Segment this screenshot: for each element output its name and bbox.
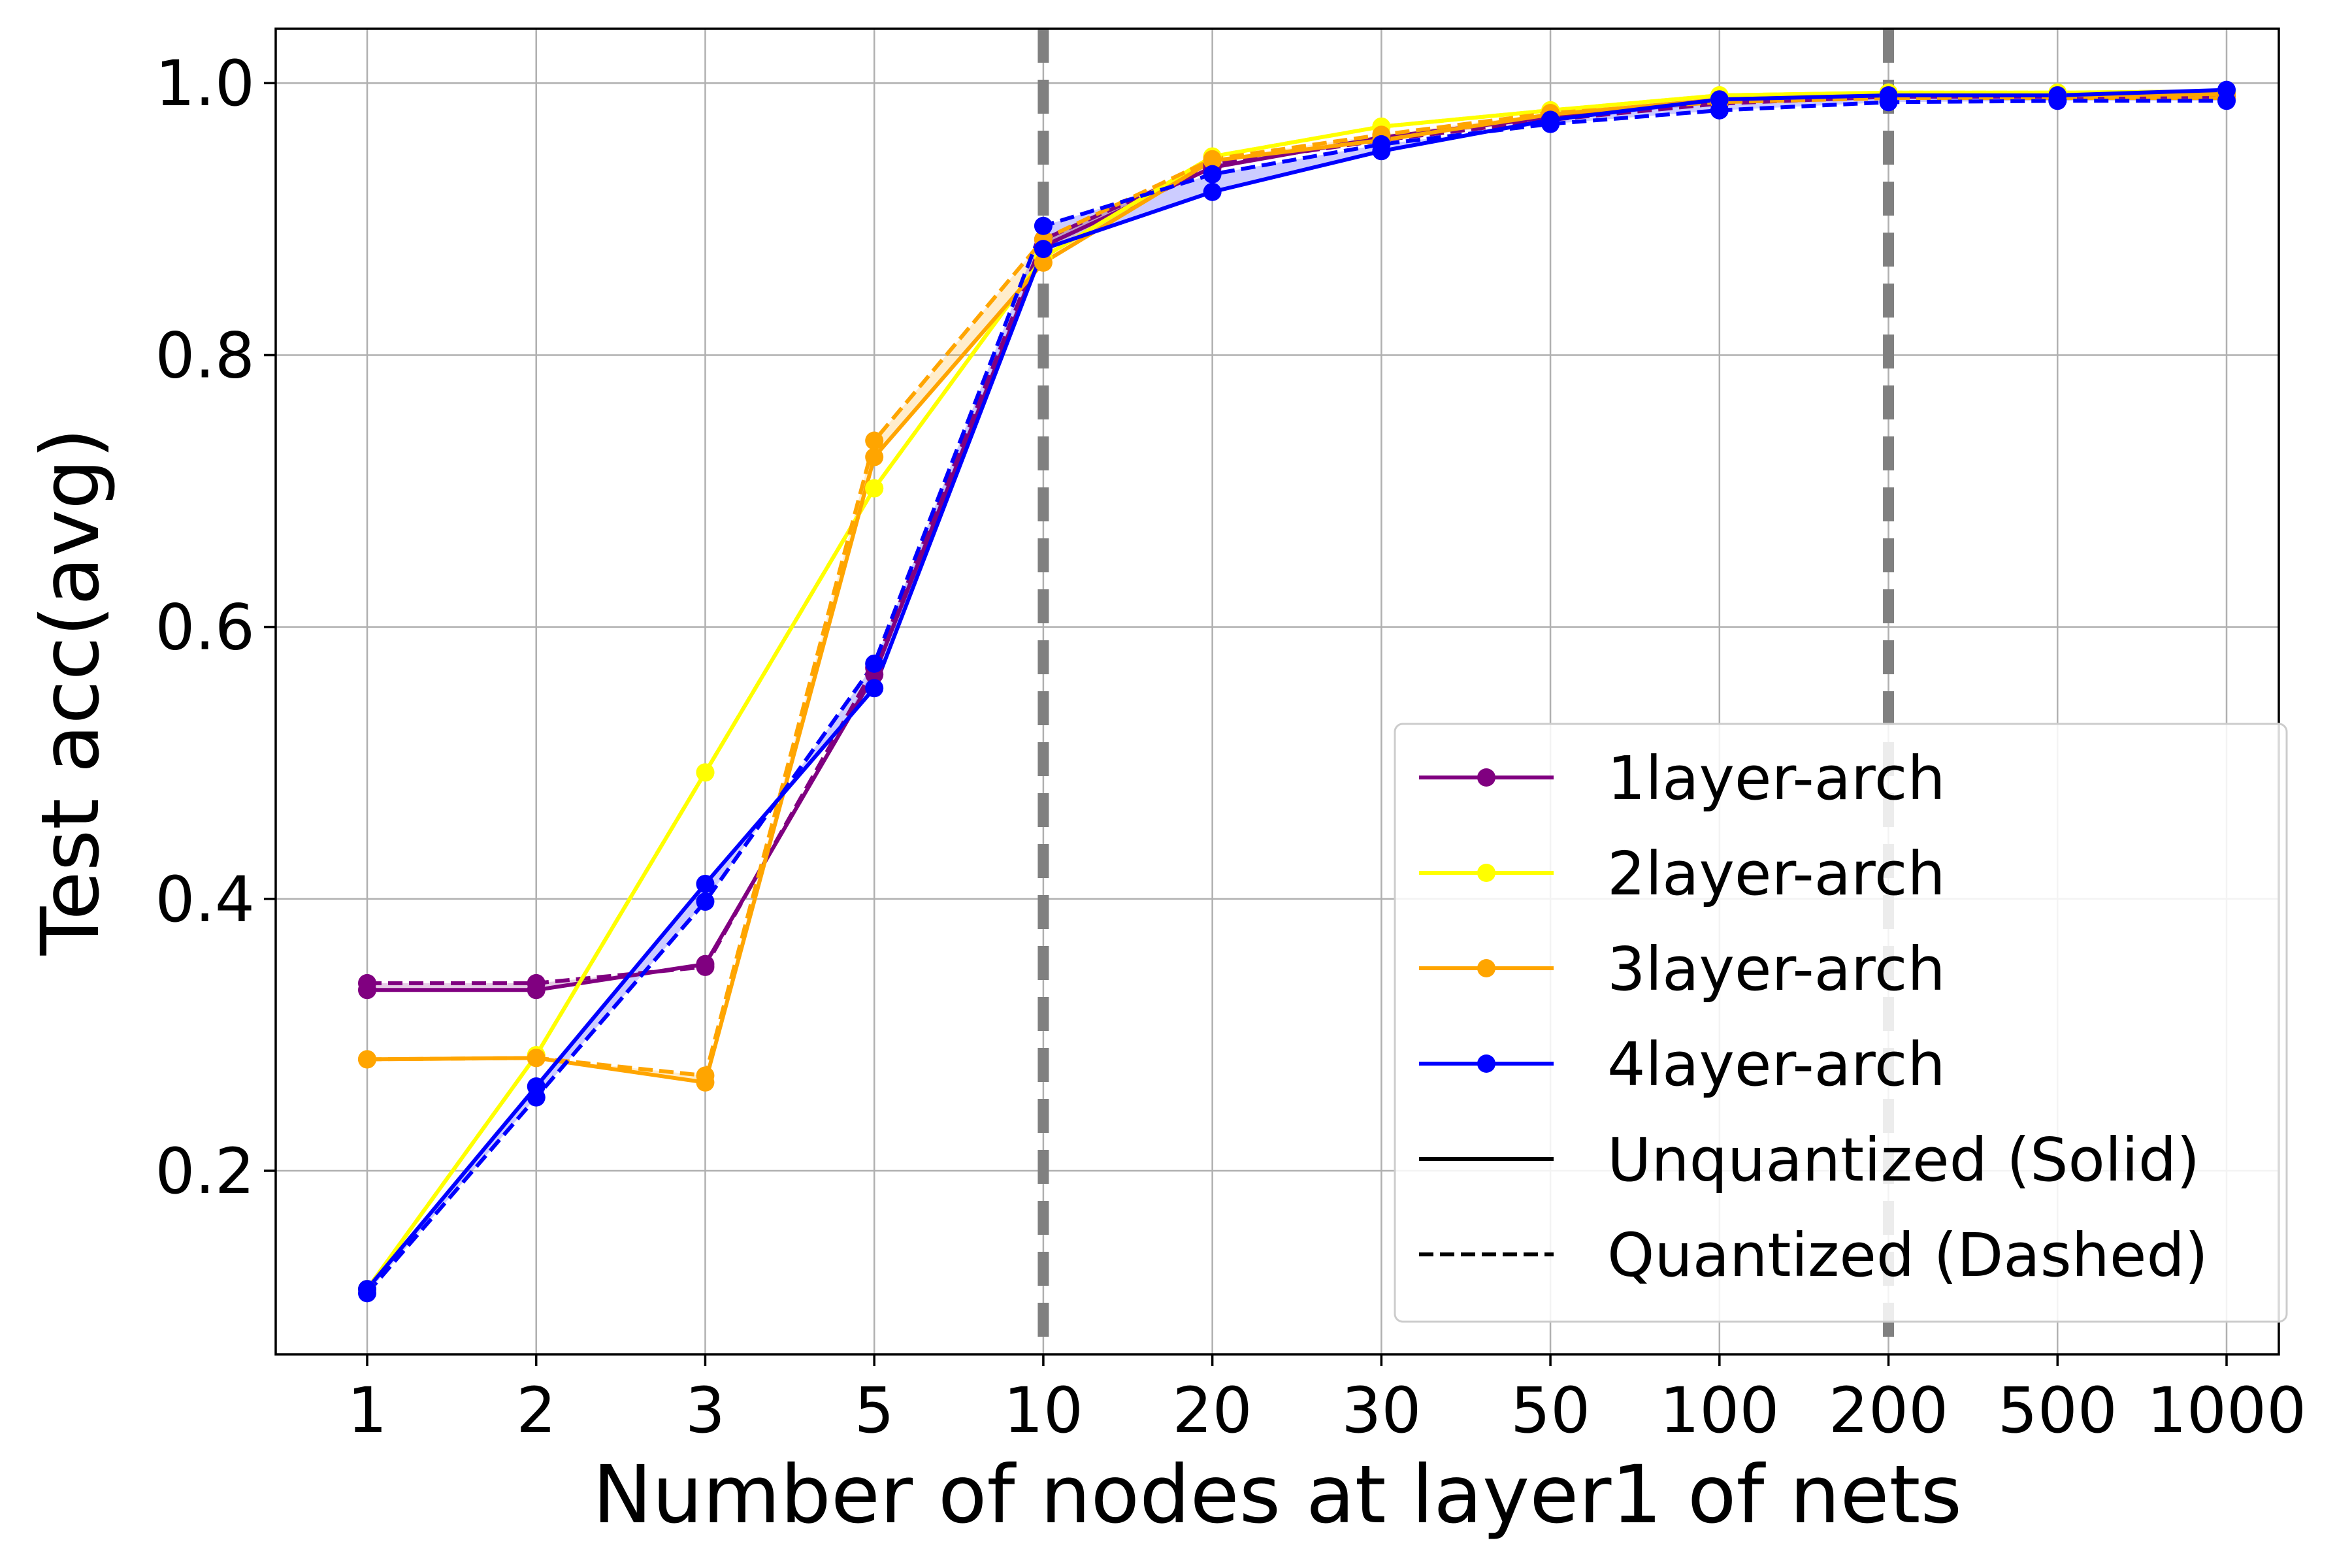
- data-point: [696, 874, 715, 893]
- legend-label: 1layer-arch: [1607, 743, 1946, 813]
- data-point: [696, 763, 715, 782]
- x-tick-label: 200: [1829, 1374, 1948, 1447]
- legend-label: 3layer-arch: [1607, 934, 1946, 1004]
- data-point: [1034, 216, 1053, 235]
- y-tick-label: 0.6: [155, 591, 255, 664]
- legend-label: 4layer-arch: [1607, 1030, 1946, 1100]
- x-tick-label: 5: [855, 1374, 894, 1447]
- legend-marker: [1477, 959, 1495, 977]
- data-point: [358, 1284, 376, 1303]
- y-axis-label: Test acc(avg): [24, 428, 117, 956]
- data-point: [1879, 93, 1898, 112]
- legend: 1layer-arch 2layer-arch 3layer-arch 4layer-…: [1394, 723, 2288, 1323]
- x-tick-label: 500: [1998, 1374, 2117, 1447]
- data-point: [865, 431, 884, 450]
- ticks: 1 2 3 5 10 20 30 50 100 200 500 1000 0.2 0.4 0.6 0.8 1.0: [155, 47, 2306, 1447]
- x-tick-label: 20: [1173, 1374, 1252, 1447]
- legend-marker: [1477, 768, 1495, 787]
- legend-box: [1394, 723, 2288, 1323]
- y-tick-label: 0.2: [155, 1135, 255, 1208]
- data-point: [696, 1066, 715, 1085]
- data-point: [2217, 91, 2236, 110]
- data-point: [1034, 253, 1053, 272]
- series-layer: [358, 80, 2236, 1303]
- data-point: [696, 957, 715, 976]
- data-point: [527, 1049, 546, 1068]
- data-point: [1203, 182, 1222, 201]
- x-axis-label: Number of nodes at layer1 of nets: [593, 1448, 1962, 1541]
- series-lines: [365, 88, 2227, 1295]
- data-point: [865, 654, 884, 673]
- legend-label: Quantized (Dashed): [1607, 1220, 2208, 1290]
- x-tick-label: 3: [685, 1374, 725, 1447]
- data-point: [1203, 150, 1222, 169]
- x-tick-label: 1000: [2147, 1374, 2306, 1447]
- y-tick-label: 0.4: [155, 863, 255, 936]
- data-point: [865, 679, 884, 698]
- legend-label: 2layer-arch: [1607, 839, 1946, 909]
- data-point: [527, 973, 546, 992]
- data-point: [527, 1088, 546, 1107]
- x-tick-label: 30: [1341, 1374, 1421, 1447]
- series-line: [365, 89, 2227, 1290]
- y-tick-label: 1.0: [155, 47, 255, 120]
- plot-frame: [274, 27, 2280, 1356]
- x-tick-label: 10: [1004, 1374, 1083, 1447]
- x-tick-label: 100: [1659, 1374, 1779, 1447]
- series-line: [365, 99, 2227, 1295]
- data-point: [1034, 240, 1053, 259]
- x-tick-label: 1: [347, 1374, 387, 1447]
- x-tick-label: 50: [1511, 1374, 1590, 1447]
- legend-marker: [1477, 1054, 1495, 1073]
- data-point: [1372, 135, 1391, 154]
- legend-marker: [1477, 864, 1495, 882]
- y-tick-label: 0.8: [155, 319, 255, 392]
- data-point: [696, 892, 715, 911]
- data-point: [1541, 114, 1560, 133]
- series-line: [365, 88, 2227, 1291]
- data-point: [2048, 91, 2067, 110]
- data-point: [358, 1050, 376, 1069]
- data-point: [1710, 101, 1729, 120]
- series-line: [367, 96, 2227, 1078]
- x-tick-label: 2: [516, 1374, 556, 1447]
- series-markers: [358, 80, 2236, 1303]
- data-point: [865, 448, 884, 466]
- data-point: [865, 479, 884, 498]
- legend-label: Unquantized (Solid): [1607, 1125, 2200, 1195]
- data-point: [358, 973, 376, 992]
- data-point: [1203, 165, 1222, 184]
